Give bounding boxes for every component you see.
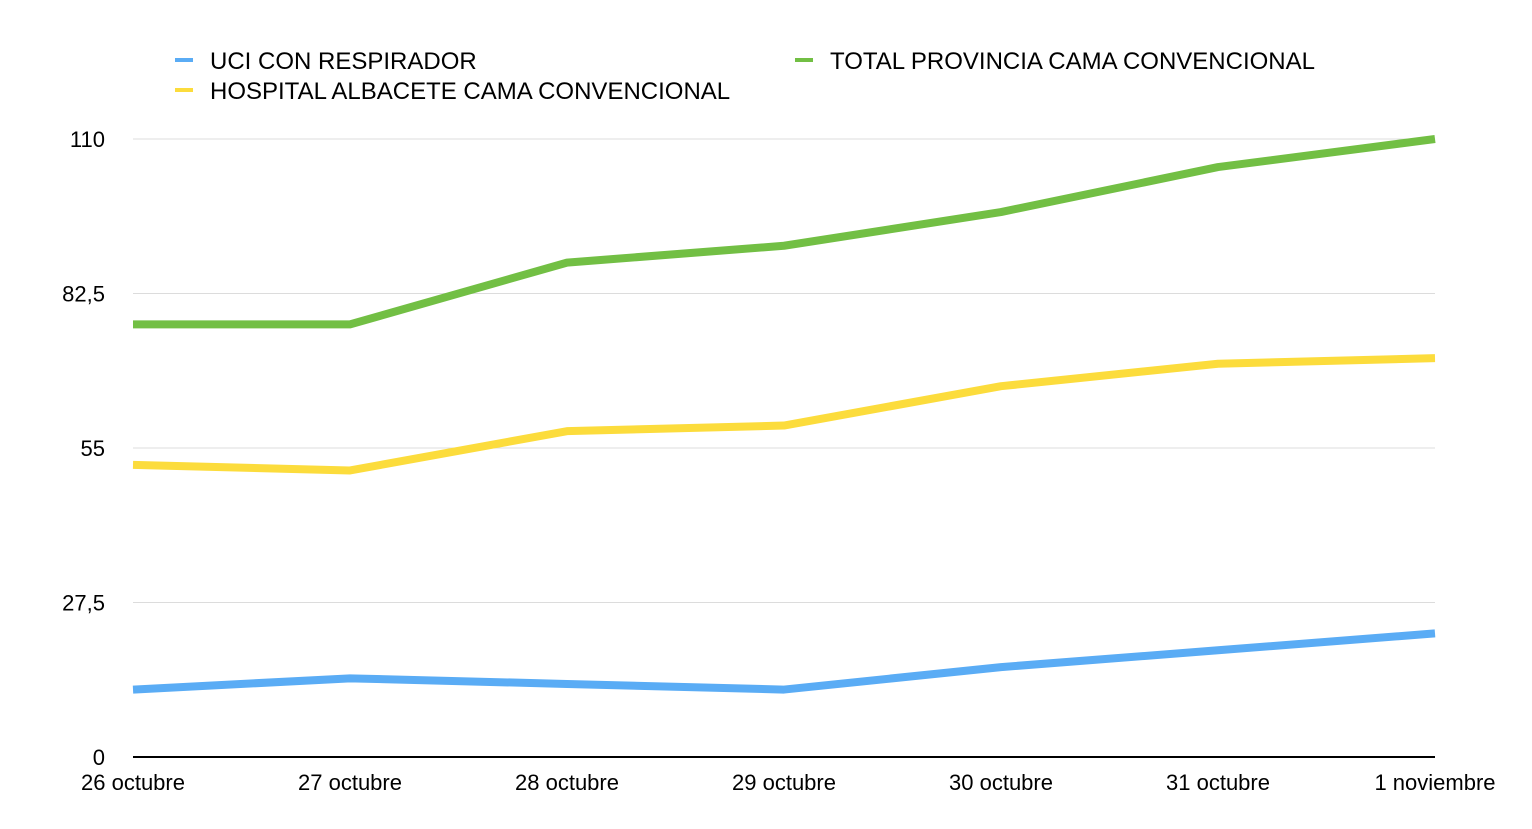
x-tick-label: 29 octubre [732, 770, 836, 795]
y-axis-ticks: 0 27,5 55 82,5 110 [62, 127, 105, 770]
series-lines [133, 139, 1435, 690]
x-tick-label: 28 octubre [515, 770, 619, 795]
series-line-2 [133, 358, 1435, 470]
legend: UCI CON RESPIRADOR TOTAL PROVINCIA CAMA C… [175, 48, 1315, 105]
x-tick-label: 27 octubre [298, 770, 402, 795]
x-tick-label: 1 noviembre [1374, 770, 1495, 795]
y-tick-label: 82,5 [62, 282, 105, 307]
legend-label: HOSPITAL ALBACETE CAMA CONVENCIONAL [210, 78, 730, 105]
gridlines [133, 139, 1435, 603]
x-tick-label: 26 octubre [81, 770, 185, 795]
y-tick-label: 0 [93, 745, 105, 770]
y-tick-label: 55 [81, 436, 105, 461]
x-axis-ticks: 26 octubre 27 octubre 28 octubre 29 octubre… [81, 770, 1496, 795]
x-tick-label: 30 octubre [949, 770, 1053, 795]
legend-label: UCI CON RESPIRADOR [210, 48, 477, 75]
x-tick-label: 31 octubre [1166, 770, 1270, 795]
series-line-1 [133, 139, 1435, 324]
y-tick-label: 27,5 [62, 591, 105, 616]
series-line-0 [133, 633, 1435, 689]
y-tick-label: 110 [70, 127, 105, 152]
legend-label: TOTAL PROVINCIA CAMA CONVENCIONAL [830, 48, 1315, 75]
